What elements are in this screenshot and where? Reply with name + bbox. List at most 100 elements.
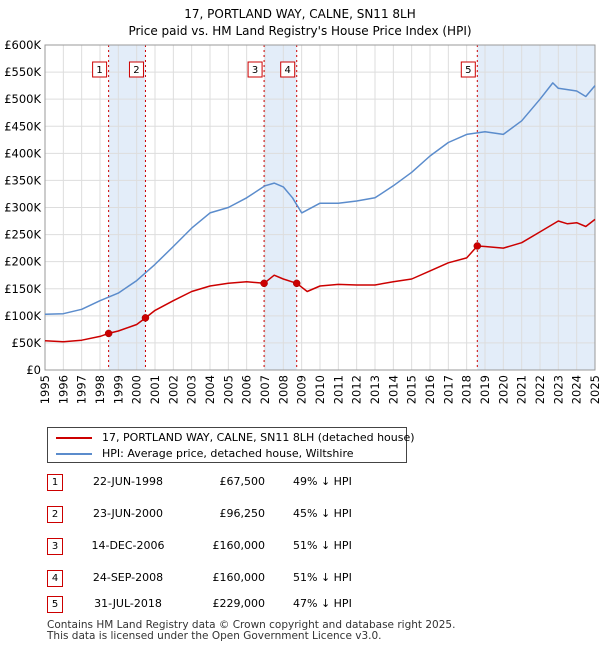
sale-number-badge: 4 xyxy=(47,570,63,587)
x-tick-label: 2016 xyxy=(423,375,437,404)
sale-number-badge: 2 xyxy=(47,506,63,523)
property-price-line xyxy=(44,218,596,343)
legend-label-hpi: HPI: Average price, detached house, Wilt… xyxy=(102,447,354,460)
x-tick-label: 1997 xyxy=(75,375,89,404)
sale-marker xyxy=(292,279,301,288)
x-tick-label: 2000 xyxy=(130,375,144,404)
sale-marker xyxy=(141,314,150,322)
sale-hpi-diff: 51% ↓ HPI xyxy=(293,539,352,552)
title-line-1: 17, PORTLAND WAY, CALNE, SN11 8LH xyxy=(184,7,416,21)
footer-line-2: This data is licensed under the Open Gov… xyxy=(47,630,382,642)
legend-item-property: 17, PORTLAND WAY, CALNE, SN11 8LH (detac… xyxy=(56,430,415,446)
x-tick-label: 2013 xyxy=(368,375,382,404)
legend-label-property: 17, PORTLAND WAY, CALNE, SN11 8LH (detac… xyxy=(102,431,415,444)
x-tick-label: 2007 xyxy=(258,375,272,404)
sale-number-box xyxy=(460,61,476,78)
y-tick-label: £150K xyxy=(4,282,41,296)
x-tick-label: 2010 xyxy=(313,375,327,404)
x-tick-label: 2022 xyxy=(533,375,547,404)
y-tick-label: £450K xyxy=(4,119,41,133)
y-tick-label: £250K xyxy=(4,228,41,242)
sale-date: 24-SEP-2008 xyxy=(92,571,164,584)
sale-marker xyxy=(104,329,113,338)
y-tick-label: £350K xyxy=(4,173,41,187)
x-tick-label: 2001 xyxy=(148,375,162,404)
sale-number-label: 2 xyxy=(133,65,139,76)
sale-row: 4 24-SEP-2008 £160,000 51% ↓ HPI xyxy=(47,570,407,587)
sale-marker xyxy=(473,242,482,250)
x-tick-label: 1999 xyxy=(111,375,125,404)
sale-date: 31-JUL-2018 xyxy=(94,597,162,610)
legend: 17, PORTLAND WAY, CALNE, SN11 8LH (detac… xyxy=(47,427,415,463)
x-tick-label: 2017 xyxy=(441,375,455,404)
x-tick-label: 2018 xyxy=(460,375,474,404)
sale-number-label: 1 xyxy=(96,65,102,76)
sale-price: £67,500 xyxy=(219,475,266,488)
sale-hpi-diff: 47% ↓ HPI xyxy=(293,597,352,610)
hpi-line-swatch xyxy=(56,453,92,455)
property-line-swatch xyxy=(56,437,92,439)
x-tick-label: 2014 xyxy=(386,375,400,404)
y-tick-label: £100K xyxy=(4,309,41,323)
sale-price: £96,250 xyxy=(219,507,266,520)
x-tick-label: 2024 xyxy=(570,375,584,404)
x-tick-label: 2012 xyxy=(350,375,364,404)
title-line-2: Price paid vs. HM Land Registry's House … xyxy=(128,24,472,38)
y-tick-label: £0 xyxy=(26,363,41,377)
y-tick-label: £300K xyxy=(4,201,41,215)
x-tick-label: 2005 xyxy=(221,375,235,404)
legend-item-hpi: HPI: Average price, detached house, Wilt… xyxy=(56,446,354,462)
sale-date: 23-JUN-2000 xyxy=(92,507,164,520)
sale-price: £160,000 xyxy=(212,571,266,584)
y-tick-label: £200K xyxy=(4,255,41,269)
y-tick-label: £50K xyxy=(12,336,42,350)
footer: Contains HM Land Registry data © Crown c… xyxy=(47,620,455,642)
x-tick-label: 2015 xyxy=(405,375,419,404)
x-tick-label: 2008 xyxy=(276,375,290,404)
chart-title: 17, PORTLAND WAY, CALNE, SN11 8LH Price … xyxy=(0,6,600,40)
sale-number-box xyxy=(128,61,144,78)
x-tick-label: 2002 xyxy=(166,375,180,404)
x-tick-label: 2020 xyxy=(496,375,510,404)
sale-row: 3 14-DEC-2006 £160,000 51% ↓ HPI xyxy=(47,538,407,555)
sale-number-badge: 3 xyxy=(47,538,63,555)
sale-hpi-diff: 45% ↓ HPI xyxy=(293,507,352,520)
sale-marker xyxy=(260,279,268,288)
sale-number-box xyxy=(280,61,296,78)
sale-date: 14-DEC-2006 xyxy=(91,539,165,552)
y-tick-label: £600K xyxy=(4,38,41,52)
x-tick-label: 2011 xyxy=(331,375,345,404)
x-tick-label: 1996 xyxy=(56,375,70,404)
sale-number-badge: 5 xyxy=(47,596,63,613)
footer-line-1: Contains HM Land Registry data © Crown c… xyxy=(47,619,456,631)
sale-price: £160,000 xyxy=(212,539,266,552)
sale-number-badge: 1 xyxy=(47,474,63,491)
x-tick-label: 2009 xyxy=(295,375,309,404)
sale-number-label: 5 xyxy=(465,65,471,76)
x-tick-label: 1995 xyxy=(38,375,52,404)
y-tick-label: £400K xyxy=(4,146,41,160)
sale-row: 2 23-JUN-2000 £96,250 45% ↓ HPI xyxy=(47,506,407,523)
hpi-line xyxy=(44,82,596,315)
x-tick-label: 2003 xyxy=(185,375,199,404)
sale-price: £229,000 xyxy=(212,597,266,610)
sale-number-label: 4 xyxy=(285,65,291,76)
y-tick-label: £550K xyxy=(4,65,41,79)
x-tick-label: 2004 xyxy=(203,375,217,404)
sale-date: 22-JUN-1998 xyxy=(92,475,164,488)
x-tick-label: 2021 xyxy=(515,375,529,404)
sale-number-box xyxy=(92,61,108,78)
sale-hpi-diff: 49% ↓ HPI xyxy=(293,475,352,488)
x-tick-label: 2006 xyxy=(240,375,254,404)
x-tick-label: 1998 xyxy=(93,375,107,404)
x-tick-label: 2025 xyxy=(588,375,600,404)
sale-row: 5 31-JUL-2018 £229,000 47% ↓ HPI xyxy=(47,596,407,613)
price-chart: £0 £50K £100K £150K £200K £250K £300K £350K £400… xyxy=(4,38,600,404)
sale-number-label: 3 xyxy=(252,65,258,76)
sale-number-box xyxy=(247,61,263,78)
y-tick-label: £500K xyxy=(4,92,41,106)
sale-hpi-diff: 51% ↓ HPI xyxy=(293,571,352,584)
x-tick-label: 2019 xyxy=(478,375,492,404)
sale-row: 1 22-JUN-1998 £67,500 49% ↓ HPI xyxy=(47,474,407,491)
x-tick-label: 2023 xyxy=(551,375,565,404)
